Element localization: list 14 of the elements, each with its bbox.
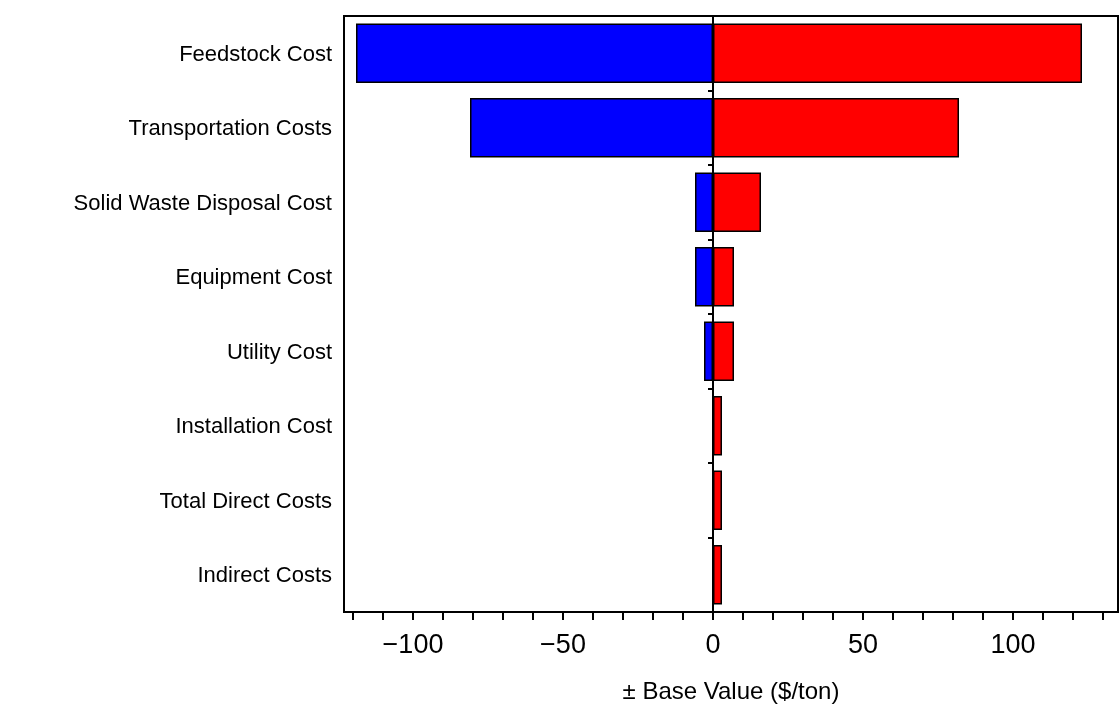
x-tick-label: 50 — [847, 628, 879, 659]
y-tick-label: Transportation Costs — [128, 115, 332, 141]
y-tick-label: Feedstock Cost — [179, 40, 332, 66]
x-tick-label: −50 — [540, 628, 586, 659]
y-tick-label: Installation Cost — [175, 413, 332, 439]
x-axis-title: ± Base Value ($/ton) — [622, 676, 840, 704]
y-tick-label: Equipment Cost — [175, 264, 332, 290]
x-tick-label: 0 — [705, 628, 721, 659]
y-tick-label: Solid Waste Disposal Cost — [73, 189, 332, 215]
y-tick-label: Indirect Costs — [197, 562, 332, 588]
y-tick-label: Utility Cost — [226, 338, 332, 364]
x-tick-label: −100 — [382, 628, 444, 659]
x-tick-label: 100 — [990, 628, 1036, 659]
y-tick-label: Total Direct Costs — [159, 487, 332, 513]
